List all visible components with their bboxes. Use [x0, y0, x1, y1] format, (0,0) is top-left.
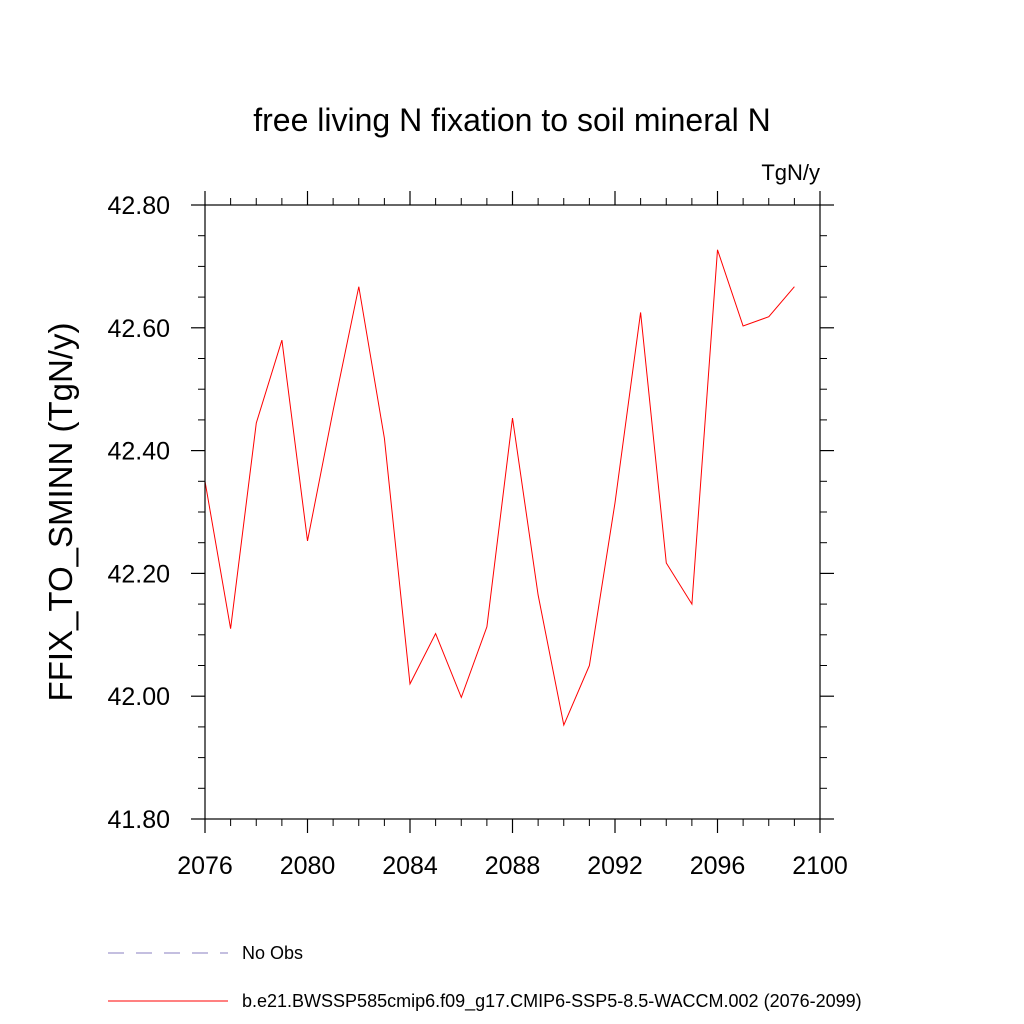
- y-tick-label: 42.60: [107, 315, 170, 343]
- x-tick-labels: 2076 2080 2084 2088 2092 2096 2100: [177, 852, 848, 880]
- y-tick-label: 42.00: [107, 683, 170, 711]
- x-tick-label: 2100: [792, 852, 848, 880]
- x-tick-label: 2092: [587, 852, 643, 880]
- minor-ticks: [198, 198, 827, 826]
- series-line: [204, 249, 795, 727]
- x-tick-label: 2088: [485, 852, 541, 880]
- y-tick-label: 42.40: [107, 438, 170, 466]
- x-tick-label: 2080: [280, 852, 336, 880]
- units-label: TgN/y: [761, 160, 820, 185]
- y-axis-label: FFIX_TO_SMINN (TgN/y): [42, 323, 79, 702]
- legend-label-model: b.e21.BWSSP585cmip6.f09_g17.CMIP6-SSP5-8…: [242, 991, 862, 1012]
- legend-label-no-obs: No Obs: [242, 943, 303, 963]
- chart-title: free living N fixation to soil mineral N: [253, 102, 771, 138]
- legend: No Obs b.e21.BWSSP585cmip6.f09_g17.CMIP6…: [108, 943, 862, 1012]
- plot-frame: [204, 204, 821, 820]
- series-layer: [204, 249, 795, 727]
- y-tick-label: 42.80: [107, 192, 170, 220]
- y-tick-labels: 41.80 42.00 42.20 42.40 42.60 42.80: [107, 192, 170, 834]
- major-ticks: [191, 191, 834, 833]
- y-tick-label: 42.20: [107, 560, 170, 588]
- y-tick-label: 41.80: [107, 806, 170, 834]
- x-tick-label: 2096: [690, 852, 746, 880]
- x-tick-label: 2084: [382, 852, 438, 880]
- x-tick-label: 2076: [177, 852, 233, 880]
